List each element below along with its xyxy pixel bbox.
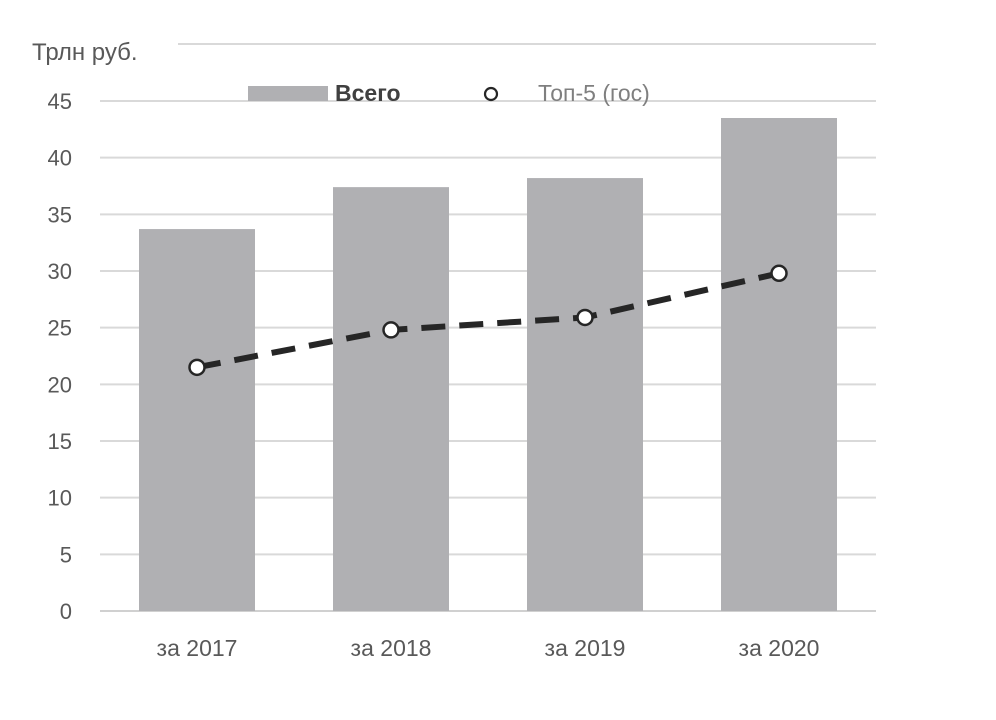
x-tick-label: за 2020 xyxy=(739,635,820,661)
y-tick-label: 35 xyxy=(48,202,72,227)
y-tick-label: 5 xyxy=(60,542,72,567)
y-tick-label: 10 xyxy=(48,486,72,511)
legend-swatch-bar xyxy=(248,86,328,101)
line-topo5 xyxy=(196,270,780,371)
bar-за-2017 xyxy=(139,229,255,612)
x-axis-labels: за 2017 за 2018 за 2019 за 2020 xyxy=(157,635,820,661)
y-tick-label: 40 xyxy=(48,146,72,171)
legend-label-bar: Всего xyxy=(335,80,401,106)
legend-marker-line xyxy=(483,86,499,102)
legend-label-line: Топ-5 (гос) xyxy=(538,80,650,106)
y-tick-label: 25 xyxy=(48,316,72,341)
line-point-за-2017 xyxy=(188,358,206,377)
unit-label: Трлн руб. xyxy=(32,39,138,66)
x-tick-label: за 2019 xyxy=(545,635,626,661)
line-point-за-2019 xyxy=(576,308,594,327)
y-axis-ticks: 0 5 10 15 20 25 30 35 40 45 xyxy=(48,89,72,624)
y-tick-label: 30 xyxy=(48,259,72,284)
bars xyxy=(139,118,837,612)
y-tick-label: 0 xyxy=(60,599,72,624)
y-tick-label: 20 xyxy=(48,372,72,397)
bar-за-2018 xyxy=(333,187,449,611)
bar-за-2019 xyxy=(527,178,643,612)
x-tick-label: за 2018 xyxy=(351,635,432,661)
line-point-за-2020 xyxy=(770,264,788,283)
bar-за-2020 xyxy=(721,118,837,611)
legend: Всего Топ-5 (гос) xyxy=(248,80,650,106)
x-tick-label: за 2017 xyxy=(157,635,238,661)
line-series xyxy=(188,264,788,377)
y-tick-label: 15 xyxy=(48,429,72,454)
y-tick-label: 45 xyxy=(48,89,72,114)
line-point-за-2018 xyxy=(382,321,400,339)
